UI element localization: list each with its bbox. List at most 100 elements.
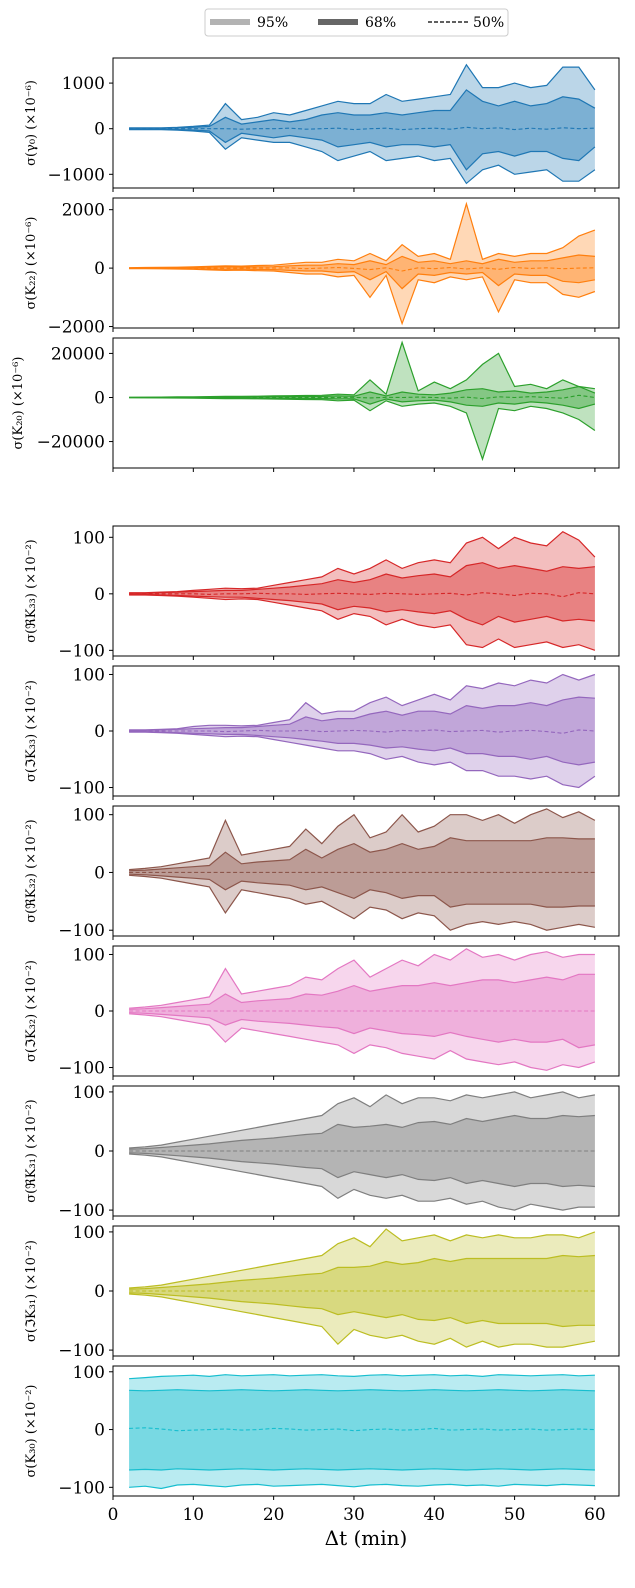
ytick-label-ImK32-1: 0	[94, 1002, 105, 1022]
xtick-label-4: 40	[423, 1505, 445, 1525]
band-95-ImK33	[129, 674, 595, 788]
ytick-label-ImK31-1: 0	[94, 1282, 105, 1302]
line-lo68-K20	[129, 397, 596, 410]
band-95-K20	[129, 342, 595, 460]
x-axis-title: Δt (min)	[325, 1526, 408, 1550]
line-lo68-ReK31	[129, 1152, 595, 1188]
line-hi68-ImK32	[129, 973, 595, 1010]
line-hi95-ReK33	[129, 530, 596, 594]
ytick-label-gamma0-0: −1000	[47, 165, 105, 185]
ylabel-ImK32: σ(ℑK₃₂) (×10⁻²)	[24, 960, 39, 1062]
line-hi68-ReK33	[129, 562, 595, 594]
xtick-label-3: 30	[343, 1505, 365, 1525]
ytick-label-ImK33-0: −100	[58, 779, 105, 799]
line-hi68-ReK32	[129, 837, 595, 872]
legend-label-2: 50%	[473, 15, 504, 31]
ytick-label-K20-0: −20000	[37, 433, 105, 453]
axes-frame-gamma0	[112, 57, 620, 189]
band-68-K30	[129, 1389, 595, 1470]
band-68-ImK33	[129, 697, 595, 765]
line-lo68-K22	[129, 267, 596, 290]
band-68-K20	[129, 386, 595, 409]
panel-ImK32: −100 0 100 σ(ℑK₃₂) (×10⁻²)	[24, 945, 620, 1080]
band-68-gamma0	[129, 89, 595, 170]
line-lo68-gamma0	[129, 128, 596, 171]
band-95-ReK32	[129, 808, 595, 931]
ytick-label-K22-0: −2000	[47, 318, 105, 338]
band-68-ImK32	[129, 974, 595, 1048]
band-95-K30	[129, 1374, 595, 1489]
line-lo95-K22	[129, 268, 596, 326]
ytick-label-ImK33-2: 100	[73, 665, 105, 685]
line-hi68-K22	[129, 254, 595, 269]
band-95-gamma0	[129, 64, 595, 184]
ytick-label-ImK33-1: 0	[94, 722, 105, 742]
panel-ImK31: −100 0 100 σ(ℑK₃₁) (×10⁻²)	[24, 1223, 620, 1361]
line-lo68-K30	[129, 1468, 595, 1471]
line-hi95-ImK31	[129, 1228, 596, 1289]
ytick-label-ReK33-1: 0	[94, 585, 105, 605]
band-95-ImK32	[129, 948, 595, 1071]
x-axis: 0 10 20 30 40 50 60 Δt (min)	[108, 1505, 606, 1550]
ytick-label-ImK31-2: 100	[73, 1223, 105, 1243]
panel-gamma0: −1000 0 1000 σ(γ₀) (×10⁻⁶)	[24, 57, 620, 192]
line-hi95-gamma0	[129, 63, 596, 129]
line-hi68-ReK31	[129, 1114, 595, 1150]
legend-label-1: 68%	[365, 15, 396, 31]
line-hi68-ImK33	[129, 696, 595, 731]
ylabel-ImK31: σ(ℑK₃₁) (×10⁻²)	[24, 1240, 39, 1342]
panel-K22: −2000 0 2000 σ(K₂₂) (×10⁻⁶)	[24, 197, 620, 338]
panel-K30: −100 0 100 σ(K₃₀) (×10⁻²)	[24, 1363, 620, 1500]
line-hi95-ImK32	[129, 948, 595, 1009]
ylabel-ReK33: σ(ℜK₃₃) (×10⁻²)	[24, 539, 39, 643]
band-95-ReK31	[129, 1091, 595, 1211]
ytick-label-ReK33-0: −100	[58, 641, 105, 661]
ytick-label-K20-1: 0	[94, 388, 105, 408]
ytick-label-K30-1: 0	[94, 1421, 105, 1441]
ylabel-gamma0: σ(γ₀) (×10⁻⁶)	[24, 80, 39, 166]
xtick-label-0: 0	[108, 1505, 119, 1525]
line-lo95-ImK32	[129, 1013, 596, 1071]
band-68-ImK31	[129, 1255, 595, 1327]
ytick-label-gamma0-1: 0	[94, 120, 105, 140]
xtick-label-2: 20	[263, 1505, 285, 1525]
axes-frame-ReK33	[112, 525, 620, 657]
panel-ReK31: −100 0 100 σ(ℜK₃₁) (×10⁻²)	[24, 1083, 620, 1221]
axes-frame-K20	[112, 337, 620, 469]
band-68-ReK31	[129, 1115, 595, 1187]
line-lo68-ReK33	[129, 593, 595, 626]
band-95-K22	[129, 203, 595, 324]
line-hi68-gamma0	[129, 89, 596, 129]
line-lo95-K30	[129, 1483, 595, 1490]
ylabel-ImK33: σ(ℑK₃₃) (×10⁻²)	[24, 680, 39, 782]
axes-frame-K30	[112, 1365, 620, 1497]
ytick-label-K30-2: 100	[73, 1363, 105, 1383]
xtick-label-5: 50	[504, 1505, 526, 1525]
xtick-label-6: 60	[584, 1505, 606, 1525]
ytick-label-K20-2: 20000	[51, 344, 105, 364]
ylabel-K22: σ(K₂₂) (×10⁻⁶)	[24, 217, 39, 310]
ytick-label-ReK32-0: −100	[58, 921, 105, 941]
panel-ImK33: −100 0 100 σ(ℑK₃₃) (×10⁻²)	[24, 665, 620, 800]
band-95-ReK33	[129, 531, 595, 651]
line-lo95-ReK31	[129, 1153, 595, 1211]
ylabel-K30: σ(K₃₀) (×10⁻²)	[24, 1385, 39, 1478]
axes-frame-K22	[112, 197, 620, 329]
line-hi95-ReK32	[129, 808, 596, 871]
panel-K20: −20000 0 20000 σ(K₂₀) (×10⁻⁶)	[11, 337, 620, 472]
ytick-label-K22-2: 2000	[62, 201, 105, 221]
line-hi95-ReK31	[129, 1091, 596, 1149]
ylabel-ReK31: σ(ℜK₃₁) (×10⁻²)	[24, 1099, 39, 1203]
ytick-label-ImK31-0: −100	[58, 1341, 105, 1361]
ytick-label-K22-1: 0	[94, 259, 105, 279]
band-68-ReK32	[129, 837, 595, 908]
panel-ReK33: −100 0 100 σ(ℜK₃₃) (×10⁻²)	[24, 525, 620, 661]
legend-label-0: 95%	[257, 15, 288, 31]
axes-frame-ReK32	[112, 805, 620, 937]
line-lo95-ImK33	[129, 731, 596, 789]
ytick-label-gamma0-2: 1000	[62, 74, 105, 94]
ytick-label-K30-0: −100	[58, 1478, 105, 1498]
band-68-ReK33	[129, 562, 595, 625]
